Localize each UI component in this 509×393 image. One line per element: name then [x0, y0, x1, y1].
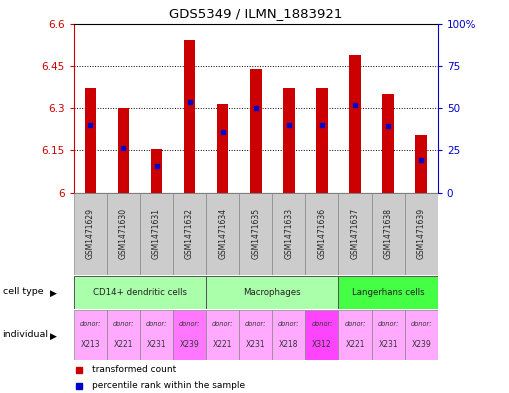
Text: donor:: donor:: [311, 321, 333, 327]
Bar: [173, 193, 206, 275]
Bar: [272, 310, 305, 360]
Text: X221: X221: [213, 340, 233, 349]
Text: GSM1471637: GSM1471637: [351, 208, 359, 259]
Text: cell type: cell type: [3, 288, 43, 296]
Text: donor:: donor:: [179, 321, 201, 327]
Bar: [173, 310, 206, 360]
Bar: [372, 310, 405, 360]
Bar: [84, 88, 96, 193]
Bar: [239, 310, 272, 360]
Text: donor:: donor:: [278, 321, 300, 327]
Bar: [372, 193, 405, 275]
Text: GSM1471638: GSM1471638: [384, 208, 392, 259]
Text: GSM1471629: GSM1471629: [86, 208, 95, 259]
Bar: [415, 135, 427, 193]
Text: X221: X221: [345, 340, 365, 349]
Text: percentile rank within the sample: percentile rank within the sample: [92, 382, 245, 390]
Bar: [305, 193, 338, 275]
Bar: [206, 193, 239, 275]
Text: Langerhans cells: Langerhans cells: [352, 288, 425, 297]
Text: donor:: donor:: [112, 321, 134, 327]
Bar: [382, 94, 394, 193]
Bar: [206, 276, 338, 309]
Text: donor:: donor:: [344, 321, 366, 327]
Bar: [151, 149, 162, 193]
Bar: [250, 69, 262, 193]
Bar: [74, 193, 107, 275]
Text: GSM1471639: GSM1471639: [417, 208, 426, 259]
Text: GSM1471633: GSM1471633: [285, 208, 293, 259]
Bar: [272, 193, 305, 275]
Bar: [316, 88, 328, 193]
Text: X218: X218: [279, 340, 299, 349]
Bar: [107, 193, 140, 275]
Text: individual: individual: [3, 331, 48, 339]
Bar: [140, 193, 173, 275]
Text: X221: X221: [114, 340, 133, 349]
Text: donor:: donor:: [79, 321, 101, 327]
Text: X239: X239: [180, 340, 200, 349]
Text: donor:: donor:: [410, 321, 432, 327]
Text: GSM1471632: GSM1471632: [185, 208, 194, 259]
Bar: [206, 310, 239, 360]
Bar: [74, 276, 206, 309]
Bar: [338, 310, 372, 360]
Text: ▶: ▶: [50, 332, 57, 341]
Text: Macrophages: Macrophages: [243, 288, 301, 297]
Bar: [184, 40, 195, 193]
Text: X239: X239: [411, 340, 431, 349]
Bar: [118, 108, 129, 193]
Bar: [405, 310, 438, 360]
Bar: [107, 310, 140, 360]
Text: GSM1471631: GSM1471631: [152, 208, 161, 259]
Text: ▶: ▶: [50, 289, 57, 298]
Title: GDS5349 / ILMN_1883921: GDS5349 / ILMN_1883921: [169, 7, 343, 20]
Text: GSM1471636: GSM1471636: [318, 208, 326, 259]
Bar: [283, 88, 295, 193]
Text: GSM1471635: GSM1471635: [251, 208, 260, 259]
Text: X231: X231: [147, 340, 166, 349]
Bar: [338, 193, 372, 275]
Text: donor:: donor:: [245, 321, 267, 327]
Text: X231: X231: [378, 340, 398, 349]
Text: X213: X213: [80, 340, 100, 349]
Text: donor:: donor:: [146, 321, 167, 327]
Bar: [74, 310, 107, 360]
Bar: [338, 276, 438, 309]
Text: donor:: donor:: [377, 321, 399, 327]
Bar: [239, 193, 272, 275]
Bar: [305, 310, 338, 360]
Text: X231: X231: [246, 340, 266, 349]
Text: GSM1471634: GSM1471634: [218, 208, 227, 259]
Text: GSM1471630: GSM1471630: [119, 208, 128, 259]
Text: CD14+ dendritic cells: CD14+ dendritic cells: [93, 288, 187, 297]
Text: X312: X312: [312, 340, 332, 349]
Bar: [405, 193, 438, 275]
Bar: [140, 310, 173, 360]
Bar: [349, 55, 361, 193]
Text: transformed count: transformed count: [92, 365, 176, 374]
Bar: [217, 104, 229, 193]
Text: donor:: donor:: [212, 321, 234, 327]
